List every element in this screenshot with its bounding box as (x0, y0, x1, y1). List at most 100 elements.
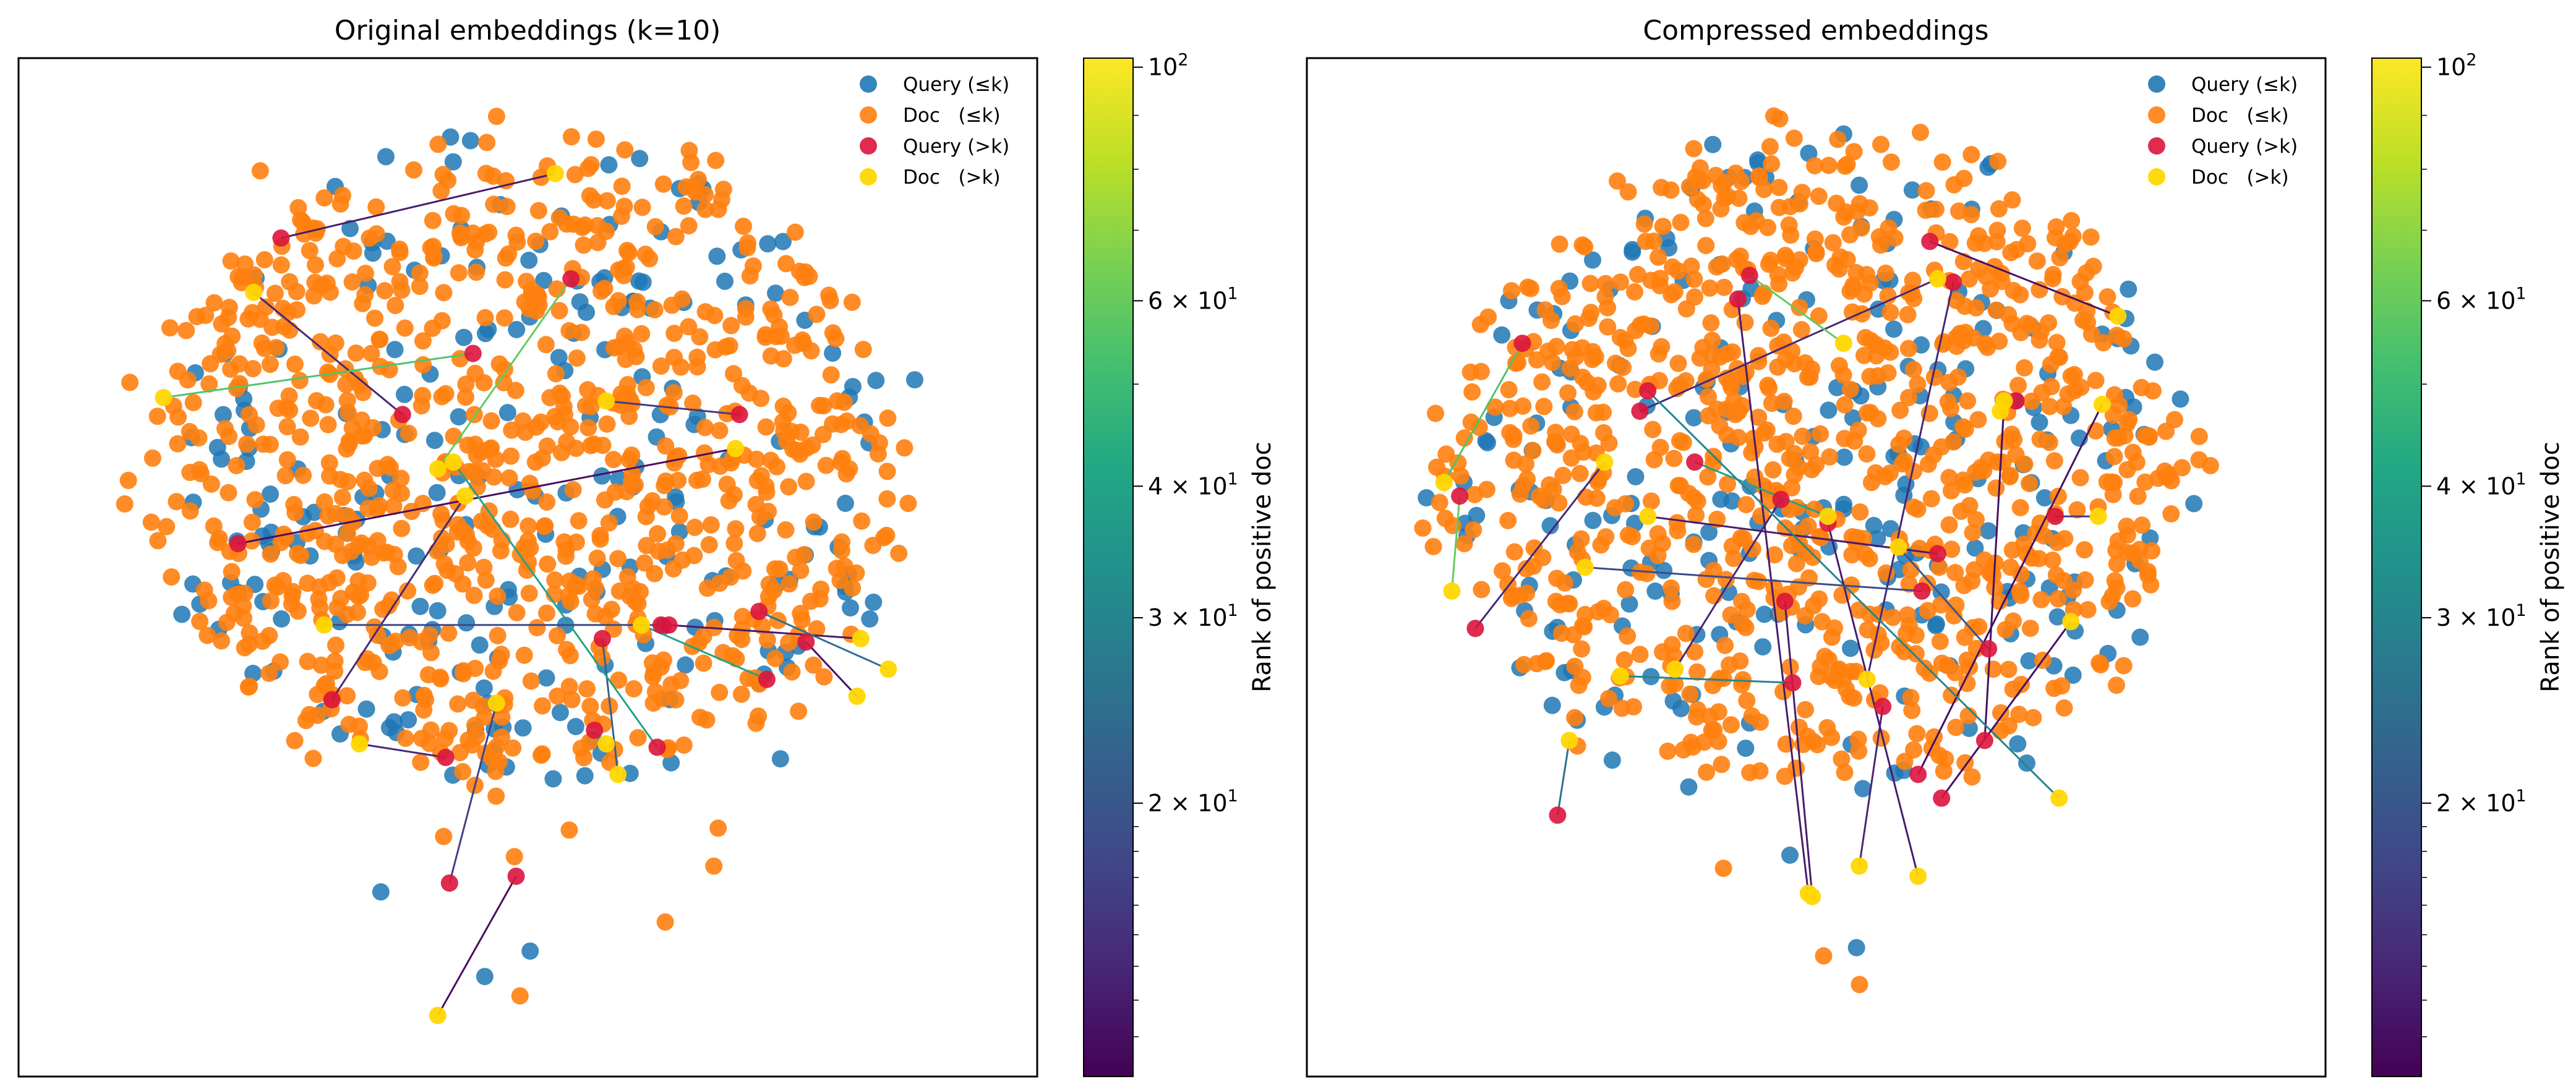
doc-point (367, 198, 385, 216)
doc-point (1599, 299, 1617, 317)
query-point (428, 484, 446, 501)
pair-line (452, 461, 658, 748)
pair-line (1827, 523, 1919, 877)
doc-point (1737, 496, 1755, 514)
doc-point (475, 558, 493, 576)
doc-point (1507, 354, 1525, 372)
query-point (395, 385, 413, 403)
doc-point (1996, 432, 2014, 450)
query-gt-k-point (437, 748, 455, 766)
doc-point (1714, 860, 1732, 877)
doc-point (1962, 146, 1980, 164)
doc-point (261, 435, 279, 453)
doc-point (1855, 346, 1873, 364)
doc-point (143, 449, 161, 467)
doc-point (1836, 396, 1854, 414)
doc-point (356, 265, 374, 283)
query-gt-k-point (1729, 290, 1747, 308)
doc-point (2115, 657, 2133, 675)
legend-label-query-le-k: Query (≤k) (2191, 74, 2298, 96)
query-gt-k-point (1921, 232, 1939, 250)
query-gt-k-point (1980, 640, 1998, 658)
doc-point (637, 508, 655, 526)
pair-line (1694, 461, 1829, 518)
query-point (1932, 583, 1950, 601)
doc-point (507, 382, 524, 399)
doc-point (220, 299, 238, 317)
doc-point (366, 618, 383, 636)
doc-point (436, 730, 454, 748)
doc-point (496, 271, 514, 289)
doc-point (2004, 680, 2022, 698)
doc-point (576, 397, 594, 415)
doc-point (1424, 538, 1442, 555)
doc-point (665, 325, 683, 343)
doc-point (1594, 403, 1612, 421)
query-point (600, 156, 618, 174)
doc-point (1635, 215, 1653, 233)
doc-point (445, 205, 463, 223)
doc-point (244, 360, 262, 378)
query-point (593, 467, 611, 485)
doc-point (2124, 590, 2142, 608)
doc-point (1551, 596, 1569, 614)
doc-point (1511, 485, 1529, 503)
doc-point (1515, 655, 1533, 673)
doc-point (1494, 562, 1512, 580)
doc-point (1709, 733, 1727, 751)
query-point (357, 700, 375, 718)
doc-point (2068, 501, 2086, 519)
doc-point (262, 592, 280, 610)
doc-point (363, 548, 380, 566)
doc-point (547, 365, 565, 383)
doc-point (1810, 187, 1828, 205)
doc-point (1595, 600, 1612, 617)
doc-point (786, 223, 804, 241)
query-point (1620, 595, 1638, 613)
query-point (262, 485, 279, 503)
doc-point (838, 412, 856, 430)
doc-point (1709, 703, 1727, 721)
doc-point (570, 512, 588, 530)
doc-point (310, 578, 328, 596)
doc-point (1818, 719, 1836, 736)
doc-point (1700, 407, 1718, 425)
doc-point (2000, 717, 2018, 735)
doc-point (737, 300, 755, 318)
doc-point (1770, 179, 1788, 197)
doc-point (1990, 332, 2008, 350)
doc-point (1786, 445, 1804, 463)
colorbar-tick-label: 3 × 101 (2436, 601, 2527, 631)
doc-point (2079, 601, 2097, 619)
doc-point (1681, 685, 1699, 703)
doc-point (1687, 506, 1705, 524)
doc-point (1682, 257, 1700, 275)
doc-point (1550, 279, 1568, 297)
doc-point (1522, 279, 1539, 297)
doc-point (1685, 535, 1703, 553)
doc-point (184, 394, 202, 412)
doc-point (1465, 521, 1483, 539)
doc-point (1851, 976, 1868, 994)
doc-point (311, 333, 329, 351)
legend-label-doc-gt-k: Doc (>k) (2191, 166, 2289, 189)
doc-point (766, 560, 784, 578)
query-point (1685, 409, 1703, 427)
doc-point (327, 636, 344, 654)
query-point (1704, 135, 1722, 153)
doc-point (1958, 651, 1976, 669)
doc-point (1969, 411, 1987, 429)
doc-point (1941, 232, 1959, 250)
doc-point (422, 239, 440, 257)
doc-point (482, 412, 500, 430)
pair-line (281, 173, 556, 239)
doc-point (794, 335, 812, 352)
doc-point (489, 626, 507, 644)
query-point (1927, 616, 1945, 634)
doc-point (2024, 709, 2042, 727)
doc-point (853, 512, 871, 530)
query-point (1723, 492, 1741, 510)
doc-point (1794, 427, 1812, 445)
doc-point (560, 821, 578, 839)
doc-gt-k-point (2109, 307, 2127, 325)
